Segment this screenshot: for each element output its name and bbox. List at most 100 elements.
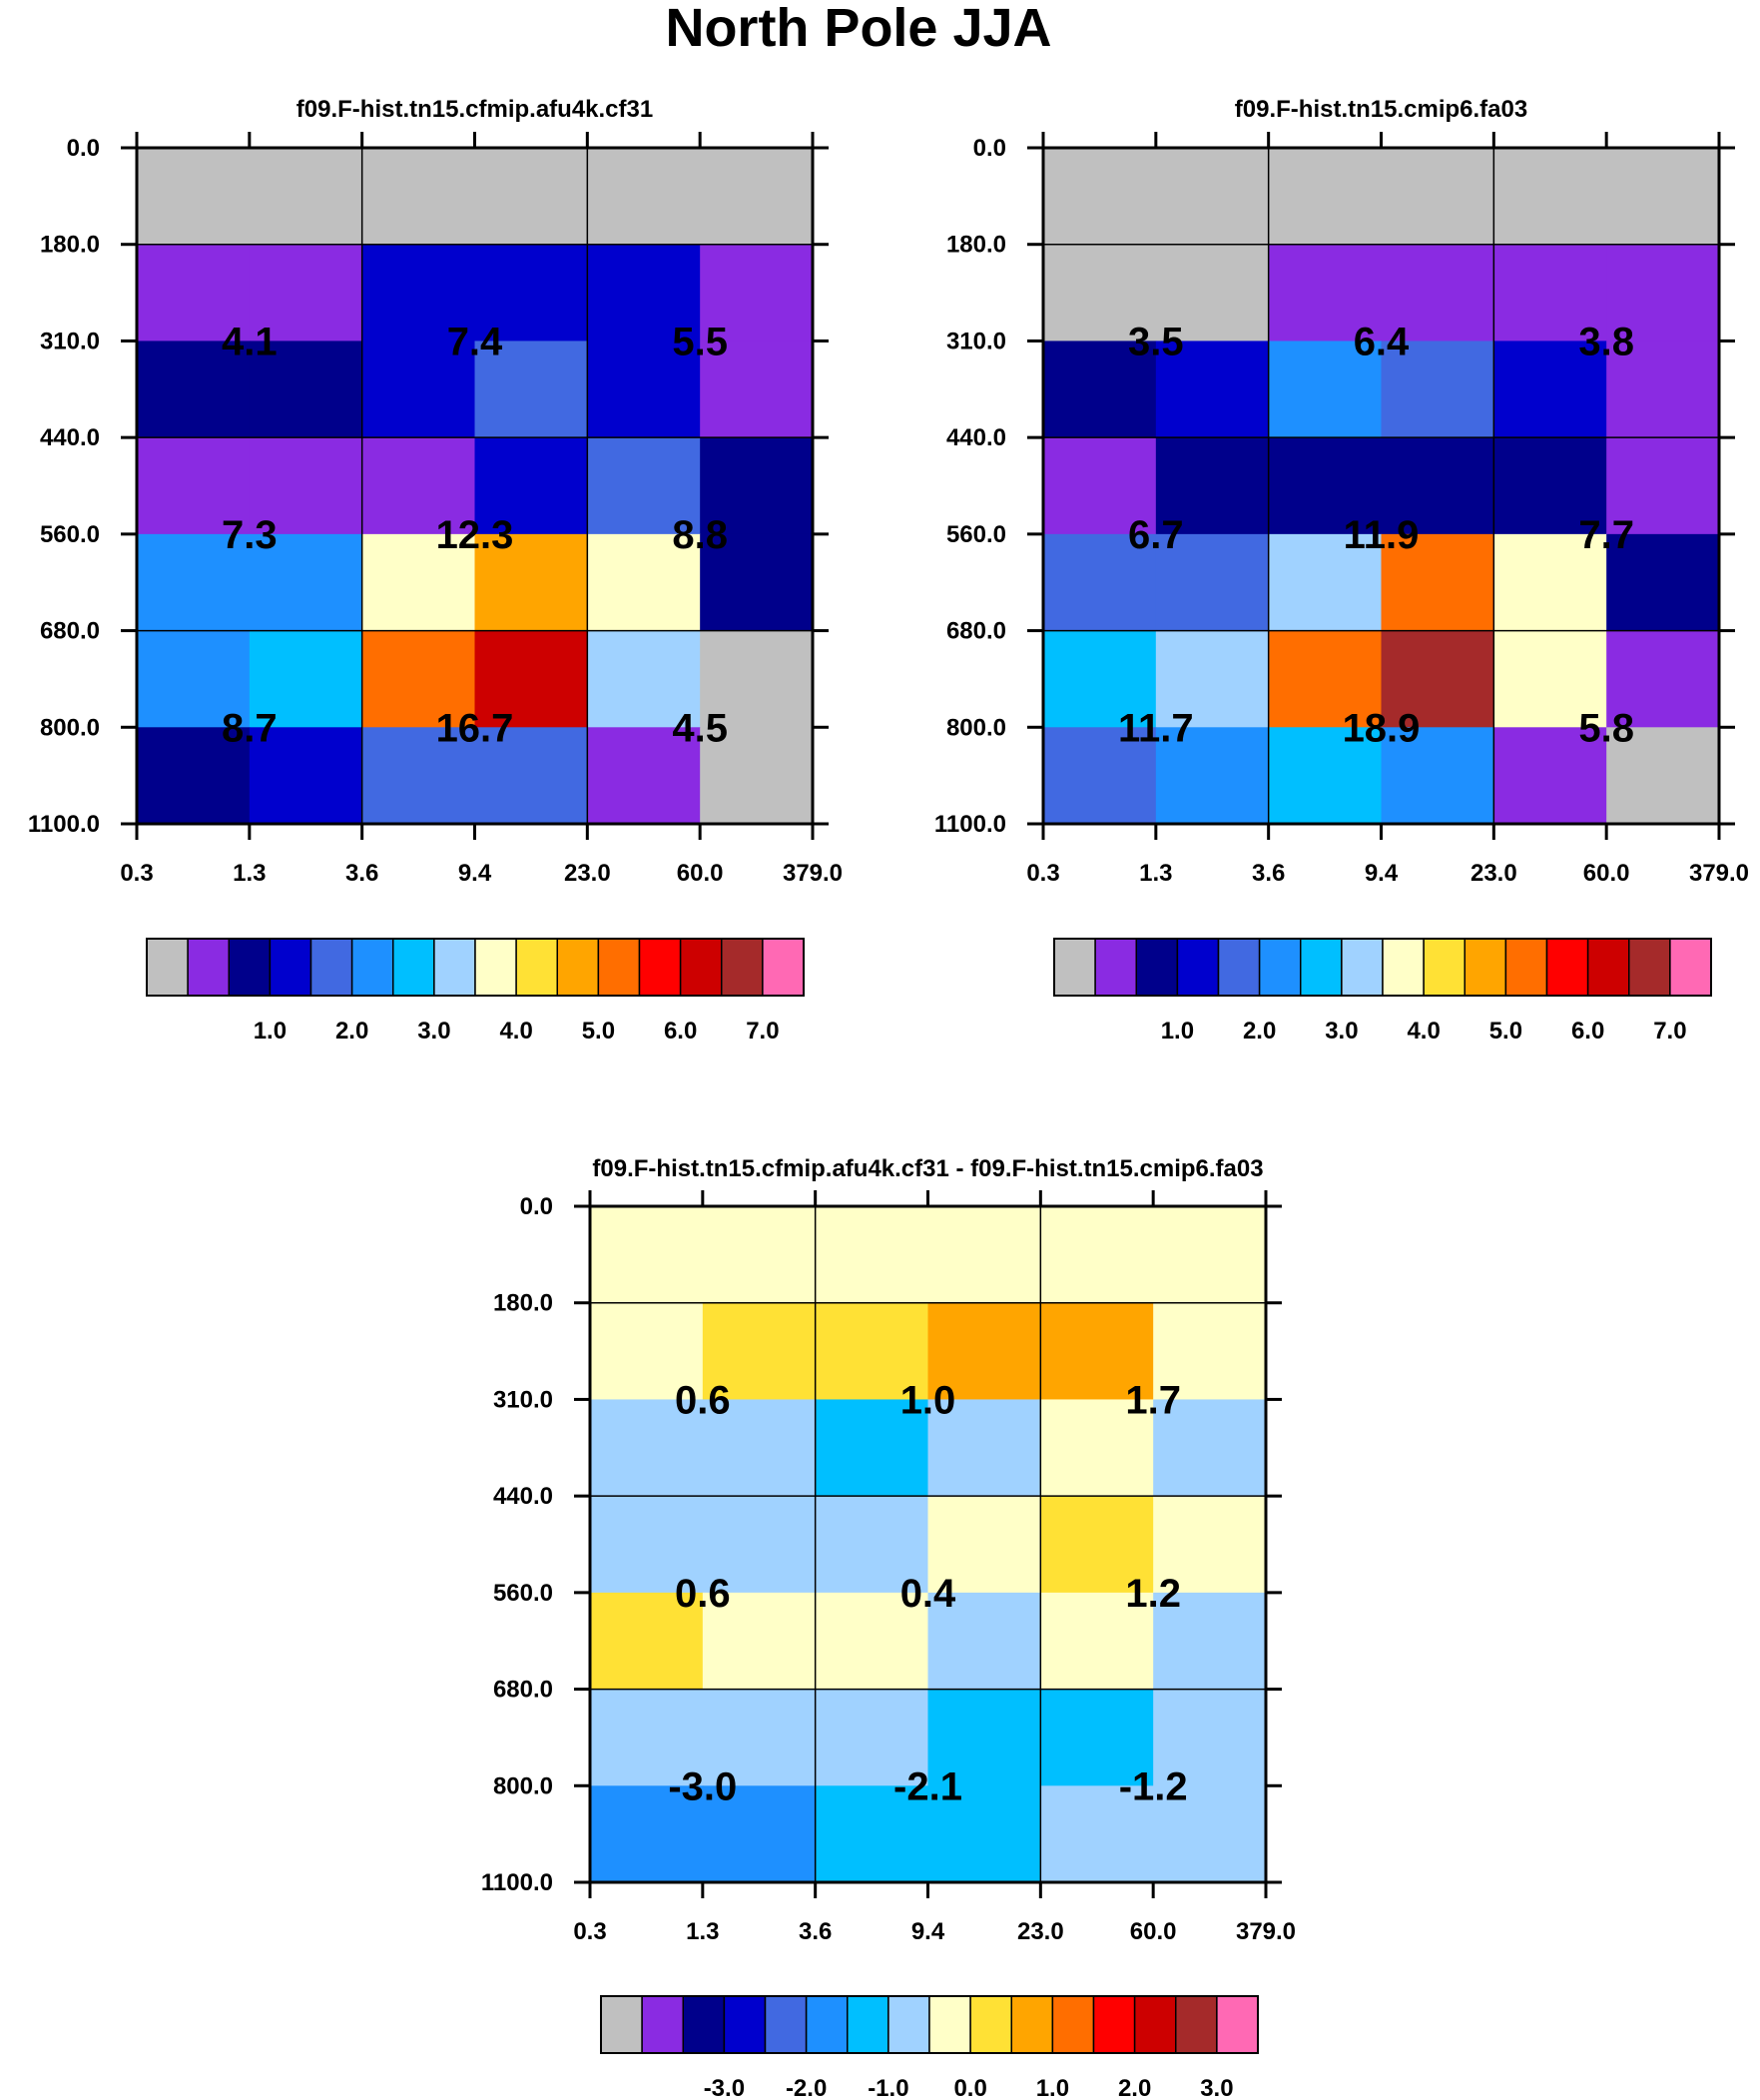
heatmap-cell — [1153, 1302, 1267, 1401]
heatmap-cell — [1043, 533, 1157, 632]
colorbar-swatch — [597, 938, 641, 997]
block-total-label: 7.3 — [222, 513, 278, 557]
heatmap-cell — [361, 148, 476, 246]
block-total-label: 11.9 — [1344, 513, 1420, 557]
colorbar-label: 3.0 — [417, 1018, 450, 1045]
y-tick-label: 440.0 — [40, 424, 100, 451]
colorbar-swatch — [474, 938, 517, 997]
heatmap-cell — [249, 630, 363, 728]
heatmap-cell — [1606, 244, 1720, 343]
heatmap-cells — [1043, 148, 1720, 825]
y-tick-label: 310.0 — [493, 1386, 553, 1413]
block-total-label: 6.4 — [1354, 320, 1410, 363]
colorbar-swatch — [433, 938, 476, 997]
heatmap-cell — [702, 1785, 817, 1883]
block-total-label: 4.1 — [222, 320, 278, 363]
panel-title: f09.F-hist.tn15.cfmip.afu4k.cf31 — [296, 96, 653, 123]
heatmap-cell — [587, 727, 701, 825]
heatmap-cell — [1606, 437, 1720, 535]
block-total-label: 5.5 — [672, 320, 728, 363]
heatmap-cell — [587, 341, 701, 438]
x-tick-label: 0.3 — [1026, 860, 1059, 887]
heatmap-cell — [249, 437, 363, 535]
heatmap-cell — [587, 630, 701, 728]
heatmap-cell — [1040, 1302, 1154, 1401]
heatmap-cell — [137, 244, 251, 343]
heatmap-cell — [1040, 1496, 1154, 1594]
x-tick-label: 23.0 — [1470, 860, 1517, 887]
block-total-label: 12.3 — [436, 513, 514, 557]
heatmap-cell — [927, 1206, 1041, 1304]
heatmap-cell — [815, 1689, 929, 1786]
heatmap-cell — [1040, 1689, 1154, 1786]
colorbar-swatch — [1175, 1995, 1218, 2054]
heatmap-cell — [700, 148, 814, 246]
x-tick-label: 60.0 — [1583, 860, 1630, 887]
block-total-label: 1.0 — [900, 1378, 956, 1422]
colorbar-swatch — [146, 938, 189, 997]
heatmap-cell — [1040, 1592, 1154, 1691]
block-total-label: 7.7 — [1578, 513, 1634, 557]
heatmap-cell — [1040, 1206, 1154, 1304]
heatmap-cell — [137, 630, 251, 728]
heatmap-cell — [702, 1206, 817, 1304]
y-tick-label: 560.0 — [946, 521, 1006, 548]
heatmap-cell — [702, 1496, 817, 1594]
colorbar-swatch — [1300, 938, 1343, 997]
y-tick-label: 0.0 — [520, 1193, 553, 1220]
heatmap-cell — [1153, 1399, 1267, 1497]
heatmap-cell — [700, 244, 814, 343]
heatmap-cell — [587, 148, 701, 246]
heatmap-cell — [815, 1206, 929, 1304]
heatmap-cell — [927, 1496, 1041, 1594]
y-tick-label: 680.0 — [493, 1677, 553, 1704]
x-tick-label: 23.0 — [564, 860, 611, 887]
colorbar-swatch — [1135, 938, 1179, 997]
panel-title: f09.F-hist.tn15.cmip6.fa03 — [1235, 96, 1527, 123]
x-tick-label: 3.6 — [345, 860, 378, 887]
heatmap-cell — [1493, 244, 1607, 343]
y-tick-label: 310.0 — [40, 328, 100, 354]
block-total-label: 0.6 — [675, 1378, 731, 1422]
heatmap-cell — [590, 1689, 704, 1786]
heatmap-cell — [249, 533, 363, 632]
heatmap-cell — [137, 148, 251, 246]
y-tick-label: 180.0 — [40, 232, 100, 259]
x-axis: 0.3 1.3 3.6 9.4 23.0 60.0 379.0 — [1026, 132, 1749, 887]
colorbar-swatch — [887, 1995, 930, 2054]
block-totals: 4.1 7.4 5.5 7.3 12.3 8.8 8.7 16.7 4.5 — [222, 320, 728, 750]
colorbar-label: 4.0 — [499, 1018, 532, 1045]
heatmap-cell — [1381, 533, 1494, 632]
heatmap-cell — [1155, 244, 1270, 343]
x-tick-label: 9.4 — [458, 860, 492, 887]
heatmap-cell — [1153, 1496, 1267, 1594]
heatmap-cell — [1381, 630, 1494, 728]
heatmap-cell — [249, 148, 363, 246]
heatmap-cell — [590, 1592, 704, 1691]
heatmap-cell — [815, 1785, 929, 1883]
heatmap-cell — [1493, 341, 1607, 438]
block-total-label: -3.0 — [668, 1764, 737, 1808]
panel-title: f09.F-hist.tn15.cfmip.afu4k.cf31 - f09.F… — [592, 1155, 1263, 1182]
heatmap-cell — [1155, 437, 1270, 535]
colorbar-label: 6.0 — [1571, 1018, 1604, 1045]
x-tick-label: 1.3 — [686, 1918, 719, 1945]
heatmap-cell — [1493, 148, 1607, 246]
colorbar-swatch — [1133, 1995, 1177, 2054]
colorbar-label: 1.0 — [1161, 1018, 1194, 1045]
heatmap-cell — [702, 1592, 817, 1691]
heatmap-cell — [249, 244, 363, 343]
x-tick-label: 1.3 — [233, 860, 266, 887]
heatmap-cell — [361, 533, 476, 632]
colorbar-frame — [600, 1995, 1259, 2054]
heatmap-cell — [1381, 148, 1494, 246]
heatmap-cell — [700, 437, 814, 535]
y-tick-label: 0.0 — [973, 135, 1006, 162]
block-total-label: 16.7 — [436, 706, 514, 750]
colorbar-swatch — [1669, 938, 1712, 997]
heatmap-cell — [1268, 437, 1383, 535]
heatmap-cell — [1153, 1689, 1267, 1786]
heatmap-cell — [1043, 244, 1157, 343]
heatmap-cell — [1155, 630, 1270, 728]
